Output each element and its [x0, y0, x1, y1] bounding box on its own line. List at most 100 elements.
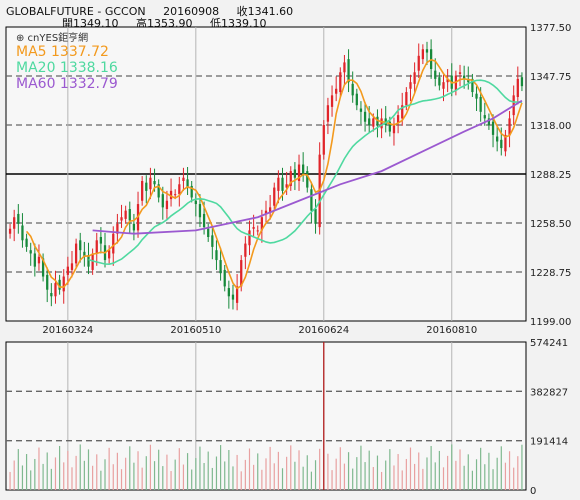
- candle-body-93: [392, 125, 396, 134]
- candle-body-50: [215, 250, 218, 261]
- candle-body-88: [372, 118, 375, 127]
- candle-body-22: [99, 237, 103, 244]
- candle-body-11: [54, 283, 57, 297]
- candle-body-15: [70, 263, 74, 270]
- candle-body-110: [463, 75, 466, 79]
- candle-body-96: [405, 92, 408, 106]
- header-title-line: GLOBALFUTURE - GCCON 20160908 收1341.60: [6, 3, 307, 19]
- candle-body-14: [66, 266, 69, 275]
- candle-body-85: [359, 108, 363, 112]
- candle-body-10: [50, 293, 53, 297]
- candle-body-55: [235, 286, 239, 303]
- candle-body-82: [347, 59, 350, 83]
- candle-body-17: [79, 240, 82, 251]
- candle-body-112: [471, 78, 474, 93]
- symbol-label: GLOBALFUTURE - GCCON: [6, 5, 146, 18]
- candle-body-38: [165, 200, 169, 209]
- candle-body-104: [438, 77, 441, 86]
- candle-body-79: [335, 88, 338, 94]
- ma60-legend: MA60 1332.79: [16, 76, 118, 92]
- candle-body-35: [153, 181, 156, 185]
- candle-body-36: [157, 184, 160, 198]
- candle-body-117: [491, 121, 495, 135]
- candle-body-37: [161, 194, 164, 208]
- candle-body-62: [264, 210, 268, 214]
- candle-body-108: [454, 75, 458, 91]
- candle-body-21: [95, 240, 98, 254]
- candle-body-29: [128, 209, 131, 221]
- date-tick-label-2: 20160624: [298, 325, 349, 336]
- candle-body-90: [380, 118, 383, 129]
- price-tick-label-3: 1288.25: [530, 170, 571, 181]
- candle-body-92: [388, 121, 391, 132]
- candle-body-28: [124, 210, 127, 219]
- candle-body-44: [190, 185, 193, 198]
- candle-body-26: [116, 223, 119, 234]
- candle-body-5: [29, 250, 32, 254]
- candle-body-111: [467, 78, 470, 83]
- candle-body-83: [351, 83, 354, 96]
- candle-body-77: [326, 105, 330, 122]
- candle-body-123: [516, 78, 519, 97]
- candle-body-48: [207, 228, 210, 237]
- candle-body-1: [13, 217, 16, 229]
- candle-body-51: [219, 260, 222, 274]
- candle-body-103: [434, 70, 437, 79]
- candle-body-71: [302, 164, 305, 175]
- candle-body-47: [202, 213, 206, 228]
- candle-body-94: [396, 115, 400, 124]
- candle-body-84: [355, 93, 358, 106]
- candle-body-39: [169, 190, 173, 200]
- candle-body-109: [458, 72, 462, 74]
- candle-body-8: [41, 258, 45, 277]
- candle-body-43: [186, 179, 189, 188]
- candle-body-118: [496, 136, 499, 142]
- candle-body-27: [120, 217, 123, 221]
- candle-body-54: [231, 294, 235, 300]
- candle-body-57: [244, 243, 247, 257]
- ma20-legend: MA20 1338.16: [16, 60, 118, 76]
- candle-body-64: [273, 187, 276, 206]
- candle-body-105: [442, 82, 445, 89]
- close-label: 收1341.60: [236, 5, 294, 18]
- candle-body-40: [174, 194, 177, 196]
- candle-body-95: [401, 105, 404, 119]
- candle-body-73: [310, 189, 313, 211]
- candle-body-98: [413, 72, 416, 84]
- candle-body-99: [417, 55, 420, 71]
- candle-body-59: [252, 227, 255, 229]
- candle-body-81: [343, 62, 346, 73]
- candle-body-2: [17, 213, 20, 224]
- candle-body-101: [425, 49, 429, 53]
- candle-body-66: [281, 177, 284, 191]
- candle-body-69: [293, 169, 297, 178]
- candle-body-116: [487, 118, 491, 125]
- candle-body-115: [483, 115, 486, 119]
- candle-body-120: [504, 134, 507, 152]
- candle-body-114: [479, 97, 482, 112]
- candle-body-63: [268, 207, 272, 213]
- candle-body-76: [322, 125, 325, 155]
- candle-body-87: [368, 118, 371, 125]
- candle-body-33: [145, 182, 148, 191]
- candle-body-6: [33, 253, 36, 267]
- candle-body-70: [297, 164, 301, 181]
- candle-body-46: [198, 204, 202, 218]
- candle-body-25: [112, 233, 115, 254]
- candle-body-7: [37, 256, 41, 264]
- date-tick-label-0: 20160324: [42, 325, 93, 336]
- candle-body-113: [475, 93, 478, 99]
- candle-body-41: [178, 184, 181, 195]
- candle-body-80: [339, 72, 342, 93]
- candle-body-18: [83, 251, 86, 257]
- candle-body-34: [149, 177, 152, 190]
- ma5-legend: MA5 1337.72: [16, 44, 109, 60]
- price-tick-label-2: 1318.00: [530, 121, 571, 132]
- price-tick-label-1: 1347.75: [530, 72, 571, 83]
- candle-body-74: [314, 209, 317, 224]
- volume-tick-label-2: 191414: [530, 437, 568, 448]
- price-tick-label-4: 1258.50: [530, 219, 571, 230]
- candle-body-42: [182, 177, 185, 181]
- candle-body-4: [25, 238, 28, 247]
